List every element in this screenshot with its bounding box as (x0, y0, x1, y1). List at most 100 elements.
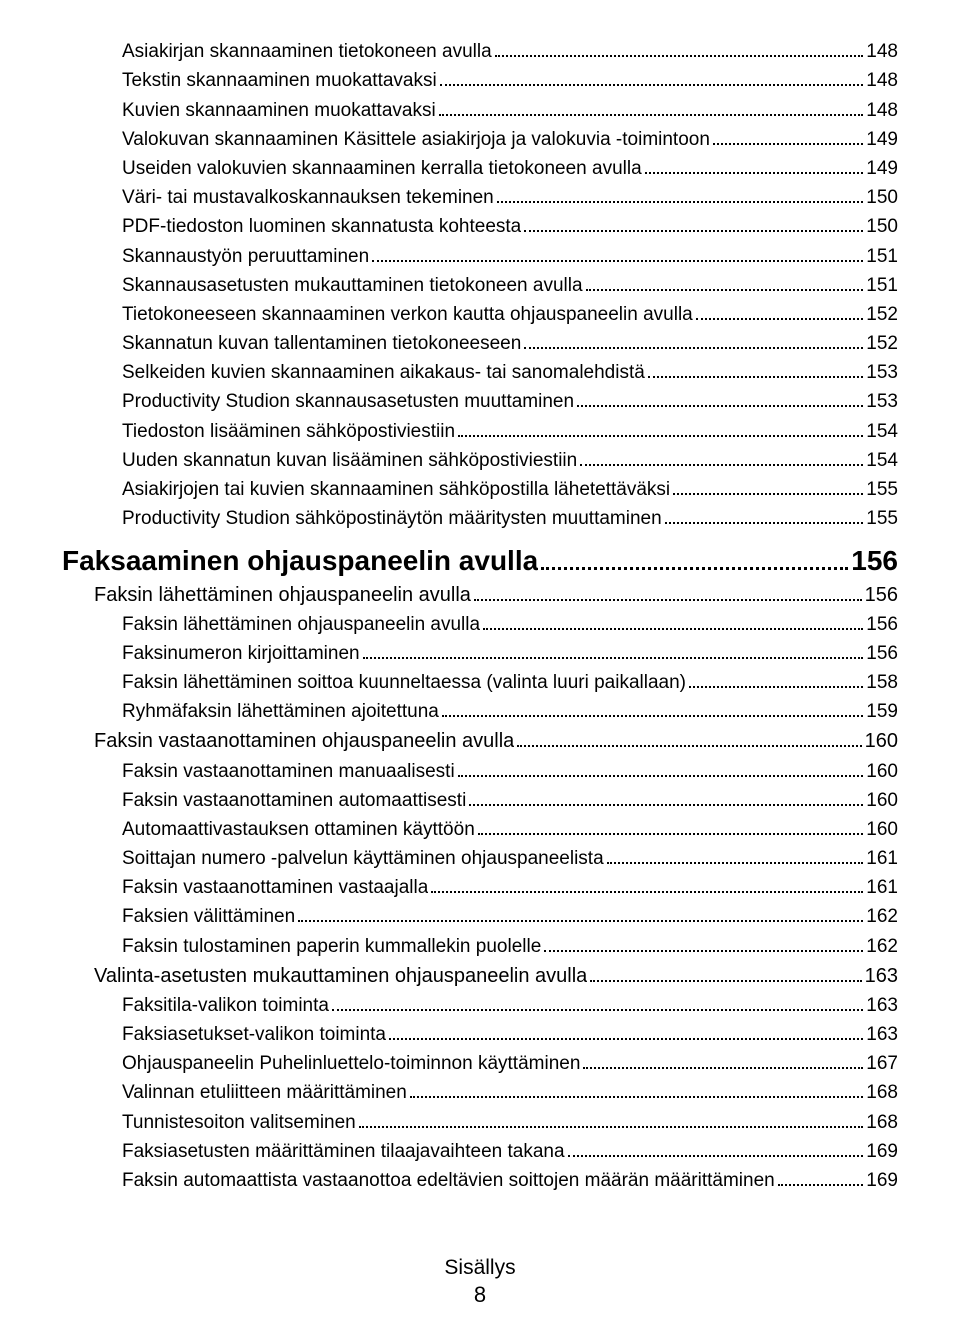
toc-entry-label: Faksaaminen ohjauspaneelin avulla (62, 545, 538, 577)
toc-entry-page: 158 (866, 672, 898, 694)
toc-leader-dots (524, 332, 863, 349)
toc-entry-page: 156 (866, 614, 898, 636)
toc-entry-label: Ryhmäfaksin lähettäminen ajoitettuna (122, 701, 439, 723)
toc-entry-page: 163 (866, 995, 898, 1017)
toc-entry-page: 156 (865, 584, 898, 607)
toc-entry-page: 149 (866, 129, 898, 151)
toc-leader-dots (478, 818, 864, 835)
toc-entry-page: 155 (866, 479, 898, 501)
toc-entry: Tekstin skannaaminen muokattavaksi 148 (122, 69, 898, 92)
toc-leader-dots (607, 847, 864, 864)
toc-entry-label: Faksin lähettäminen ohjauspaneelin avull… (122, 614, 480, 636)
toc-leader-dots (363, 642, 864, 659)
toc-entry-page: 150 (866, 216, 898, 238)
toc-leader-dots (440, 69, 864, 86)
toc-entry-page: 156 (866, 643, 898, 665)
toc-leader-dots (517, 729, 861, 747)
toc-leader-dots (458, 759, 864, 776)
toc-entry-label: Faksin vastaanottaminen automaattisesti (122, 790, 466, 812)
toc-entry: Faksin automaattista vastaanottoa edeltä… (122, 1169, 898, 1192)
toc-entry: Automaattivastauksen ottaminen käyttöön1… (122, 818, 898, 841)
toc-entry-label: Faksin automaattista vastaanottoa edeltä… (122, 1170, 775, 1192)
toc-leader-dots (665, 507, 864, 524)
toc-entry: Faksin lähettäminen ohjauspaneelin avull… (122, 613, 898, 636)
toc-entry-label: Faksinumeron kirjoittaminen (122, 643, 360, 665)
toc-entry-label: Selkeiden kuvien skannaaminen aikakaus- … (122, 362, 645, 384)
toc-leader-dots (298, 905, 863, 922)
toc-entry: Tietokoneeseen skannaaminen verkon kautt… (122, 303, 898, 326)
toc-entry-label: Asiakirjojen tai kuvien skannaaminen säh… (122, 479, 670, 501)
toc-entry-page: 168 (866, 1082, 898, 1104)
toc-entry: Faksin lähettäminen soittoa kuunneltaess… (122, 671, 898, 694)
toc-entry: Tunnistesoiton valitseminen168 (122, 1110, 898, 1133)
toc-entry-page: 154 (866, 450, 898, 472)
toc-leader-dots (568, 1140, 864, 1157)
toc-entry-label: Faksin vastaanottaminen ohjauspaneelin a… (94, 730, 514, 753)
toc-page: Asiakirjan skannaaminen tietokoneen avul… (0, 0, 960, 1336)
toc-leader-dots (580, 449, 863, 466)
toc-entry-label: Faksin lähettäminen soittoa kuunneltaess… (122, 672, 686, 694)
toc-entry-page: 169 (866, 1170, 898, 1192)
toc-entry: Faksinumeron kirjoittaminen 156 (122, 642, 898, 665)
toc-entry: Valokuvan skannaaminen Käsittele asiakir… (122, 128, 898, 151)
toc-entry: Productivity Studion sähköpostinäytön mä… (122, 507, 898, 530)
toc-entry-page: 162 (866, 906, 898, 928)
toc-entry-label: Tiedoston lisääminen sähköpostiviestiin (122, 421, 455, 443)
toc-entry-page: 148 (866, 70, 898, 92)
toc-entry-page: 154 (866, 421, 898, 443)
toc-entry-page: 155 (866, 508, 898, 530)
toc-entry: Faksin vastaanottaminen vastaajalla161 (122, 876, 898, 899)
toc-leader-dots (483, 613, 863, 630)
toc-entry-label: Valokuvan skannaaminen Käsittele asiakir… (122, 129, 710, 151)
toc-entry-page: 148 (866, 41, 898, 63)
toc-entry: Faksien välittäminen162 (122, 905, 898, 928)
toc-entry: Asiakirjan skannaaminen tietokoneen avul… (122, 40, 898, 63)
toc-entry: Uuden skannatun kuvan lisääminen sähköpo… (122, 449, 898, 472)
toc-entry-page: 160 (866, 790, 898, 812)
toc-entry-page: 153 (866, 362, 898, 384)
toc-leader-dots (442, 700, 863, 717)
toc-entry: Faksiasetusten määrittäminen tilaajavaih… (122, 1140, 898, 1163)
toc-leader-dots (689, 671, 863, 688)
toc-entry-label: Tekstin skannaaminen muokattavaksi (122, 70, 437, 92)
toc-leader-dots (648, 361, 863, 378)
toc-leader-dots (645, 157, 864, 174)
page-footer: Sisällys 8 (0, 1256, 960, 1308)
toc-entry: Väri- tai mustavalkoskannauksen tekemine… (122, 186, 898, 209)
toc-entry-page: 168 (866, 1112, 898, 1134)
toc-entry-label: Kuvien skannaaminen muokattavaksi (122, 100, 436, 122)
toc-entry-label: PDF-tiedoston luominen skannatusta kohte… (122, 216, 521, 238)
toc-leader-dots (431, 876, 863, 893)
toc-entry-label: Faksin tulostaminen paperin kummallekin … (122, 936, 541, 958)
toc-entry: Skannausasetusten mukauttaminen tietokon… (122, 274, 898, 297)
toc-leader-dots (586, 274, 864, 291)
toc-entry: PDF-tiedoston luominen skannatusta kohte… (122, 215, 898, 238)
toc-entry: Faksin vastaanottaminen automaattisesti 1… (122, 789, 898, 812)
toc-entry: Ohjauspaneelin Puhelinluettelo-toiminnon… (122, 1052, 898, 1075)
toc-entry-label: Faksin vastaanottaminen vastaajalla (122, 877, 428, 899)
toc-leader-dots (713, 128, 863, 145)
toc-leader-dots (577, 390, 863, 407)
footer-title: Sisällys (0, 1256, 960, 1280)
toc-entry: Useiden valokuvien skannaaminen kerralla… (122, 157, 898, 180)
toc-entry-page: 162 (866, 936, 898, 958)
toc-entry-label: Väri- tai mustavalkoskannauksen tekemine… (122, 187, 494, 209)
toc-entry-label: Faksin lähettäminen ohjauspaneelin avull… (94, 584, 471, 607)
toc-entry: Selkeiden kuvien skannaaminen aikakaus- … (122, 361, 898, 384)
toc-leader-dots (359, 1110, 864, 1127)
toc-entry-page: 169 (866, 1141, 898, 1163)
toc-entry: Tiedoston lisääminen sähköpostiviestiin 1… (122, 419, 898, 442)
toc-entry-label: Skannatun kuvan tallentaminen tietokonee… (122, 333, 521, 355)
toc-leader-dots (410, 1081, 863, 1098)
toc-leader-dots (495, 40, 864, 57)
toc-leader-dots (544, 934, 863, 951)
toc-entry-label: Ohjauspaneelin Puhelinluettelo-toiminnon… (122, 1053, 580, 1075)
toc-leader-dots (524, 215, 863, 232)
toc-entry-page: 150 (866, 187, 898, 209)
toc-entry-label: Productivity Studion skannausasetusten m… (122, 391, 574, 413)
toc-leader-dots (778, 1169, 864, 1186)
toc-entry: Faksin tulostaminen paperin kummallekin … (122, 934, 898, 957)
toc-leader-dots (673, 478, 863, 495)
toc-container: Asiakirjan skannaaminen tietokoneen avul… (62, 40, 898, 1192)
footer-page-number: 8 (0, 1282, 960, 1308)
